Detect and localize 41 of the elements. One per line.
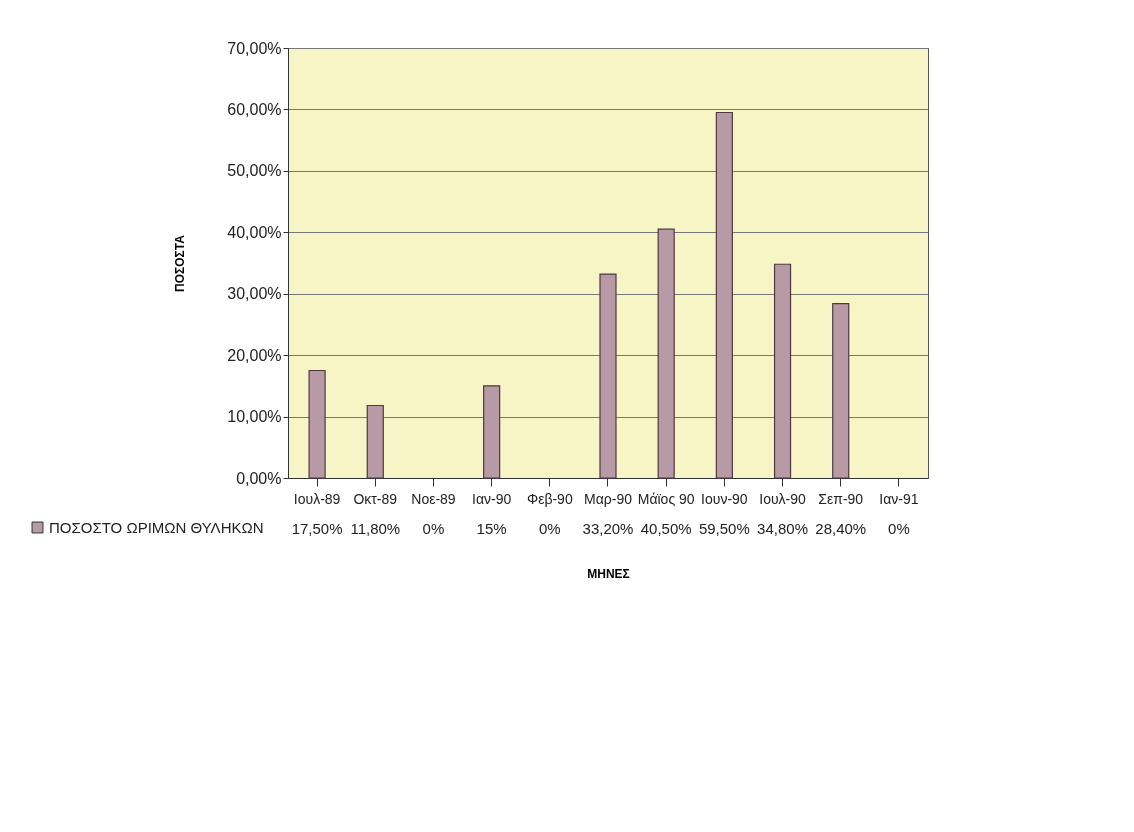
data-label: 17,50% — [291, 520, 343, 537]
x-tick-label: Ιουλ-90 — [759, 490, 807, 507]
x-tick-label: Ιαν-90 — [472, 490, 512, 507]
data-label: 0% — [538, 520, 561, 537]
x-tick-label: Ιουν-90 — [701, 490, 748, 507]
data-label: 59,50% — [698, 520, 750, 537]
x-tick-label: Φεβ-90 — [526, 490, 573, 507]
bar — [657, 228, 675, 479]
data-label: 28,40% — [815, 520, 867, 537]
data-label: 33,20% — [582, 520, 634, 537]
bar — [715, 111, 733, 479]
data-label: 40,50% — [640, 520, 692, 537]
y-tick-label: 60,00% — [227, 100, 282, 118]
bar — [599, 273, 617, 479]
data-label: 0% — [888, 520, 910, 537]
data-label: 15% — [476, 520, 507, 537]
bar — [366, 404, 384, 479]
x-tick-label: Νοε-89 — [411, 490, 456, 507]
data-label: 34,80% — [757, 520, 808, 537]
bar — [308, 369, 326, 479]
y-tick-label: 70,00% — [227, 39, 282, 57]
data-label: 0% — [422, 520, 445, 537]
y-tick-label: 30,00% — [227, 285, 282, 303]
y-tick-label: 50,00% — [227, 162, 282, 180]
y-tick-label: 10,00% — [227, 408, 282, 426]
x-axis-title: ΜΗΝΕΣ — [587, 566, 630, 581]
bar — [483, 385, 501, 479]
x-tick-label: Ιαν-91 — [879, 490, 919, 507]
legend-label: ΠΟΣΟΣΤΟ ΩΡΙΜΩΝ ΘΥΛΗΚΩΝ — [49, 518, 264, 536]
data-label: 11,80% — [350, 520, 401, 537]
x-tick-label: Μαρ-90 — [584, 490, 633, 507]
bar — [773, 263, 792, 479]
y-tick-label: 20,00% — [227, 346, 282, 364]
y-tick-label: 40,00% — [227, 223, 282, 241]
y-axis-title: ΠΟΣΟΣΤΑ — [173, 234, 188, 292]
x-tick-label: Ιουλ-89 — [293, 490, 341, 507]
x-tick-label: Σεπ-90 — [818, 490, 864, 507]
x-tick-label: Μάϊος 90 — [637, 490, 695, 507]
y-tick-label: 0,00% — [236, 469, 282, 487]
x-tick-label: Οκτ-89 — [353, 490, 398, 507]
bar — [832, 302, 850, 479]
